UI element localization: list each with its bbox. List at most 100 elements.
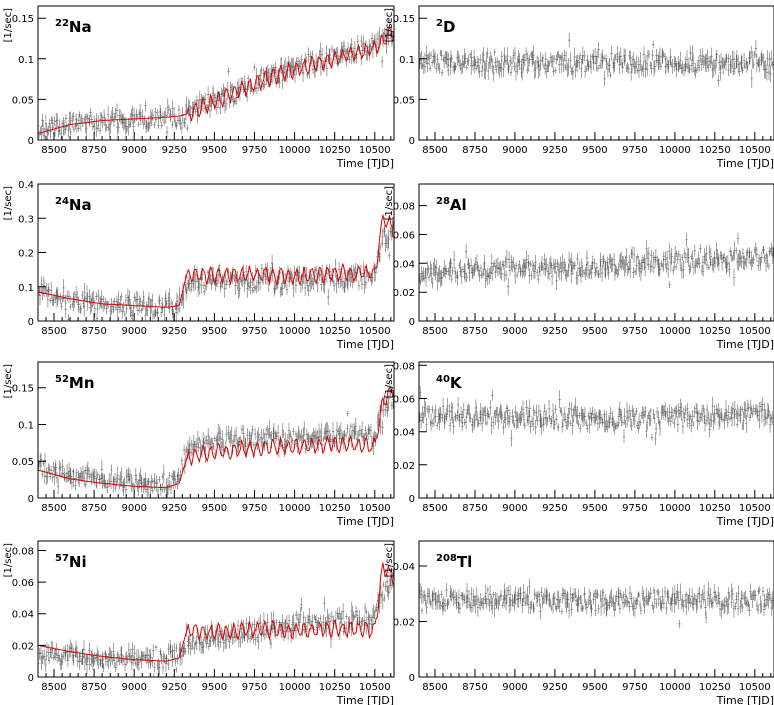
y-tick-label: 0 (409, 494, 415, 505)
x-tick-label: 9000 (121, 145, 146, 156)
x-tick-label: 8750 (462, 503, 487, 514)
error-bars (38, 18, 394, 140)
error-bars (419, 32, 774, 88)
y-tick-label: 0.04 (393, 259, 415, 270)
y-tick-label: 0.1 (18, 55, 34, 66)
y-tick-label: 0.02 (393, 617, 415, 628)
data-points (38, 381, 394, 498)
model-line (38, 214, 394, 308)
y-tick-label: 0.1 (18, 420, 34, 431)
model-line (38, 387, 394, 489)
y-ticks (38, 387, 46, 499)
x-tick-label: 9000 (502, 682, 527, 693)
x-tick-label: 10500 (739, 326, 771, 337)
x-tick-label: 9000 (121, 326, 146, 337)
x-tick-label: 10250 (319, 682, 351, 693)
x-tick-label: 10250 (699, 145, 731, 156)
y-tick-label: 0.1 (399, 55, 415, 66)
x-tick-label: 8500 (41, 326, 66, 337)
y-axis-label: [1/sec] (3, 364, 14, 398)
x-tick-label: 9250 (162, 326, 187, 337)
x-tick-label: 9250 (162, 503, 187, 514)
x-tick-label: 9750 (242, 145, 267, 156)
error-bars (419, 578, 774, 628)
x-tick-label: 9750 (622, 682, 647, 693)
x-tick-label: 10000 (659, 326, 691, 337)
x-tick-label: 8750 (81, 503, 106, 514)
x-tick-label: 10000 (279, 145, 311, 156)
panel-24na: 8500 8750 9000 9250 9500 9750 10000 10250 10500 0… (3, 180, 395, 351)
y-tick-label: 0.08 (393, 202, 415, 213)
x-tick-label: 8500 (422, 682, 447, 693)
isotope-label: 24Na (55, 196, 92, 214)
y-tick-label: 0.02 (393, 288, 415, 299)
x-tick-label: 9250 (542, 326, 567, 337)
y-tick-label: 0.2 (18, 249, 34, 260)
model-line (38, 26, 394, 134)
x-tick-label: 10000 (659, 503, 691, 514)
y-tick-label: 0.15 (12, 14, 34, 25)
x-tick-label: 10500 (739, 682, 771, 693)
y-tick-label: 0.4 (18, 180, 34, 191)
x-tick-label: 9500 (202, 682, 227, 693)
x-tick-label: 8500 (422, 503, 447, 514)
x-tick-label: 9750 (242, 326, 267, 337)
panel-57ni: 8500 8750 9000 9250 9500 9750 10000 10250 10500 0… (3, 540, 395, 705)
y-axis-label: [1/sec] (384, 364, 395, 398)
x-tick-label: 10250 (699, 503, 731, 514)
y-tick-label: 0 (409, 136, 415, 147)
plot-frame (418, 361, 774, 499)
y-tick-label: 0.15 (393, 14, 415, 25)
x-tick-label: 9000 (121, 682, 146, 693)
y-tick-label: 0.05 (12, 95, 34, 106)
x-tick-label: 8500 (41, 503, 66, 514)
x-tick-label: 9500 (202, 326, 227, 337)
y-ticks (419, 17, 427, 141)
y-axis-label: [1/sec] (384, 186, 395, 220)
isotope-label: 208Tl (436, 553, 472, 571)
y-axis-label: [1/sec] (3, 543, 14, 577)
x-axis-label: Time [TJD] (336, 515, 394, 528)
x-tick-label: 9500 (202, 145, 227, 156)
panel-2d: 8500 8750 9000 9250 9500 9750 10000 10250 10500 0… (384, 5, 774, 170)
y-ticks (38, 183, 46, 322)
plot-frame (37, 5, 395, 141)
panel-28al: 8500 8750 9000 9250 9500 9750 10000 10250 10500 0… (384, 183, 774, 351)
y-tick-label: 0.15 (12, 384, 34, 395)
isotope-label: 28Al (436, 196, 467, 214)
y-ticks (419, 205, 427, 322)
x-axis-label: Time [TJD] (336, 338, 394, 351)
x-axis-label: Time [TJD] (716, 157, 774, 170)
x-tick-label: 8500 (41, 145, 66, 156)
x-tick-label: 9250 (162, 145, 187, 156)
x-tick-label: 9750 (622, 326, 647, 337)
y-tick-label: 0 (28, 494, 34, 505)
x-tick-label: 8500 (422, 145, 447, 156)
isotope-label: 40K (436, 374, 463, 392)
x-tick-label: 9500 (582, 326, 607, 337)
isotope-label: 2D (436, 18, 455, 36)
x-tick-label: 10500 (739, 145, 771, 156)
x-tick-label: 9750 (622, 503, 647, 514)
y-tick-label: 0.04 (393, 562, 415, 573)
x-tick-label: 8750 (81, 682, 106, 693)
plot-frame (418, 540, 774, 678)
x-tick-label: 10000 (659, 145, 691, 156)
y-tick-label: 0.06 (393, 230, 415, 241)
x-tick-label: 8500 (422, 326, 447, 337)
y-tick-label: 0.08 (12, 546, 34, 557)
plot-frame (37, 540, 395, 678)
x-axis-label: Time [TJD] (716, 515, 774, 528)
data-points (419, 232, 774, 296)
x-tick-label: 10250 (319, 145, 351, 156)
x-tick-label: 10250 (319, 326, 351, 337)
y-axis-label: [1/sec] (3, 8, 14, 42)
panel-40k: 8500 8750 9000 9250 9500 9750 10000 10250 10500 0… (384, 361, 774, 528)
x-tick-label: 10250 (699, 682, 731, 693)
y-tick-label: 0 (28, 317, 34, 328)
x-tick-label: 8750 (81, 145, 106, 156)
x-ticks (418, 132, 772, 140)
model-line (38, 562, 394, 662)
x-tick-label: 8500 (41, 682, 66, 693)
